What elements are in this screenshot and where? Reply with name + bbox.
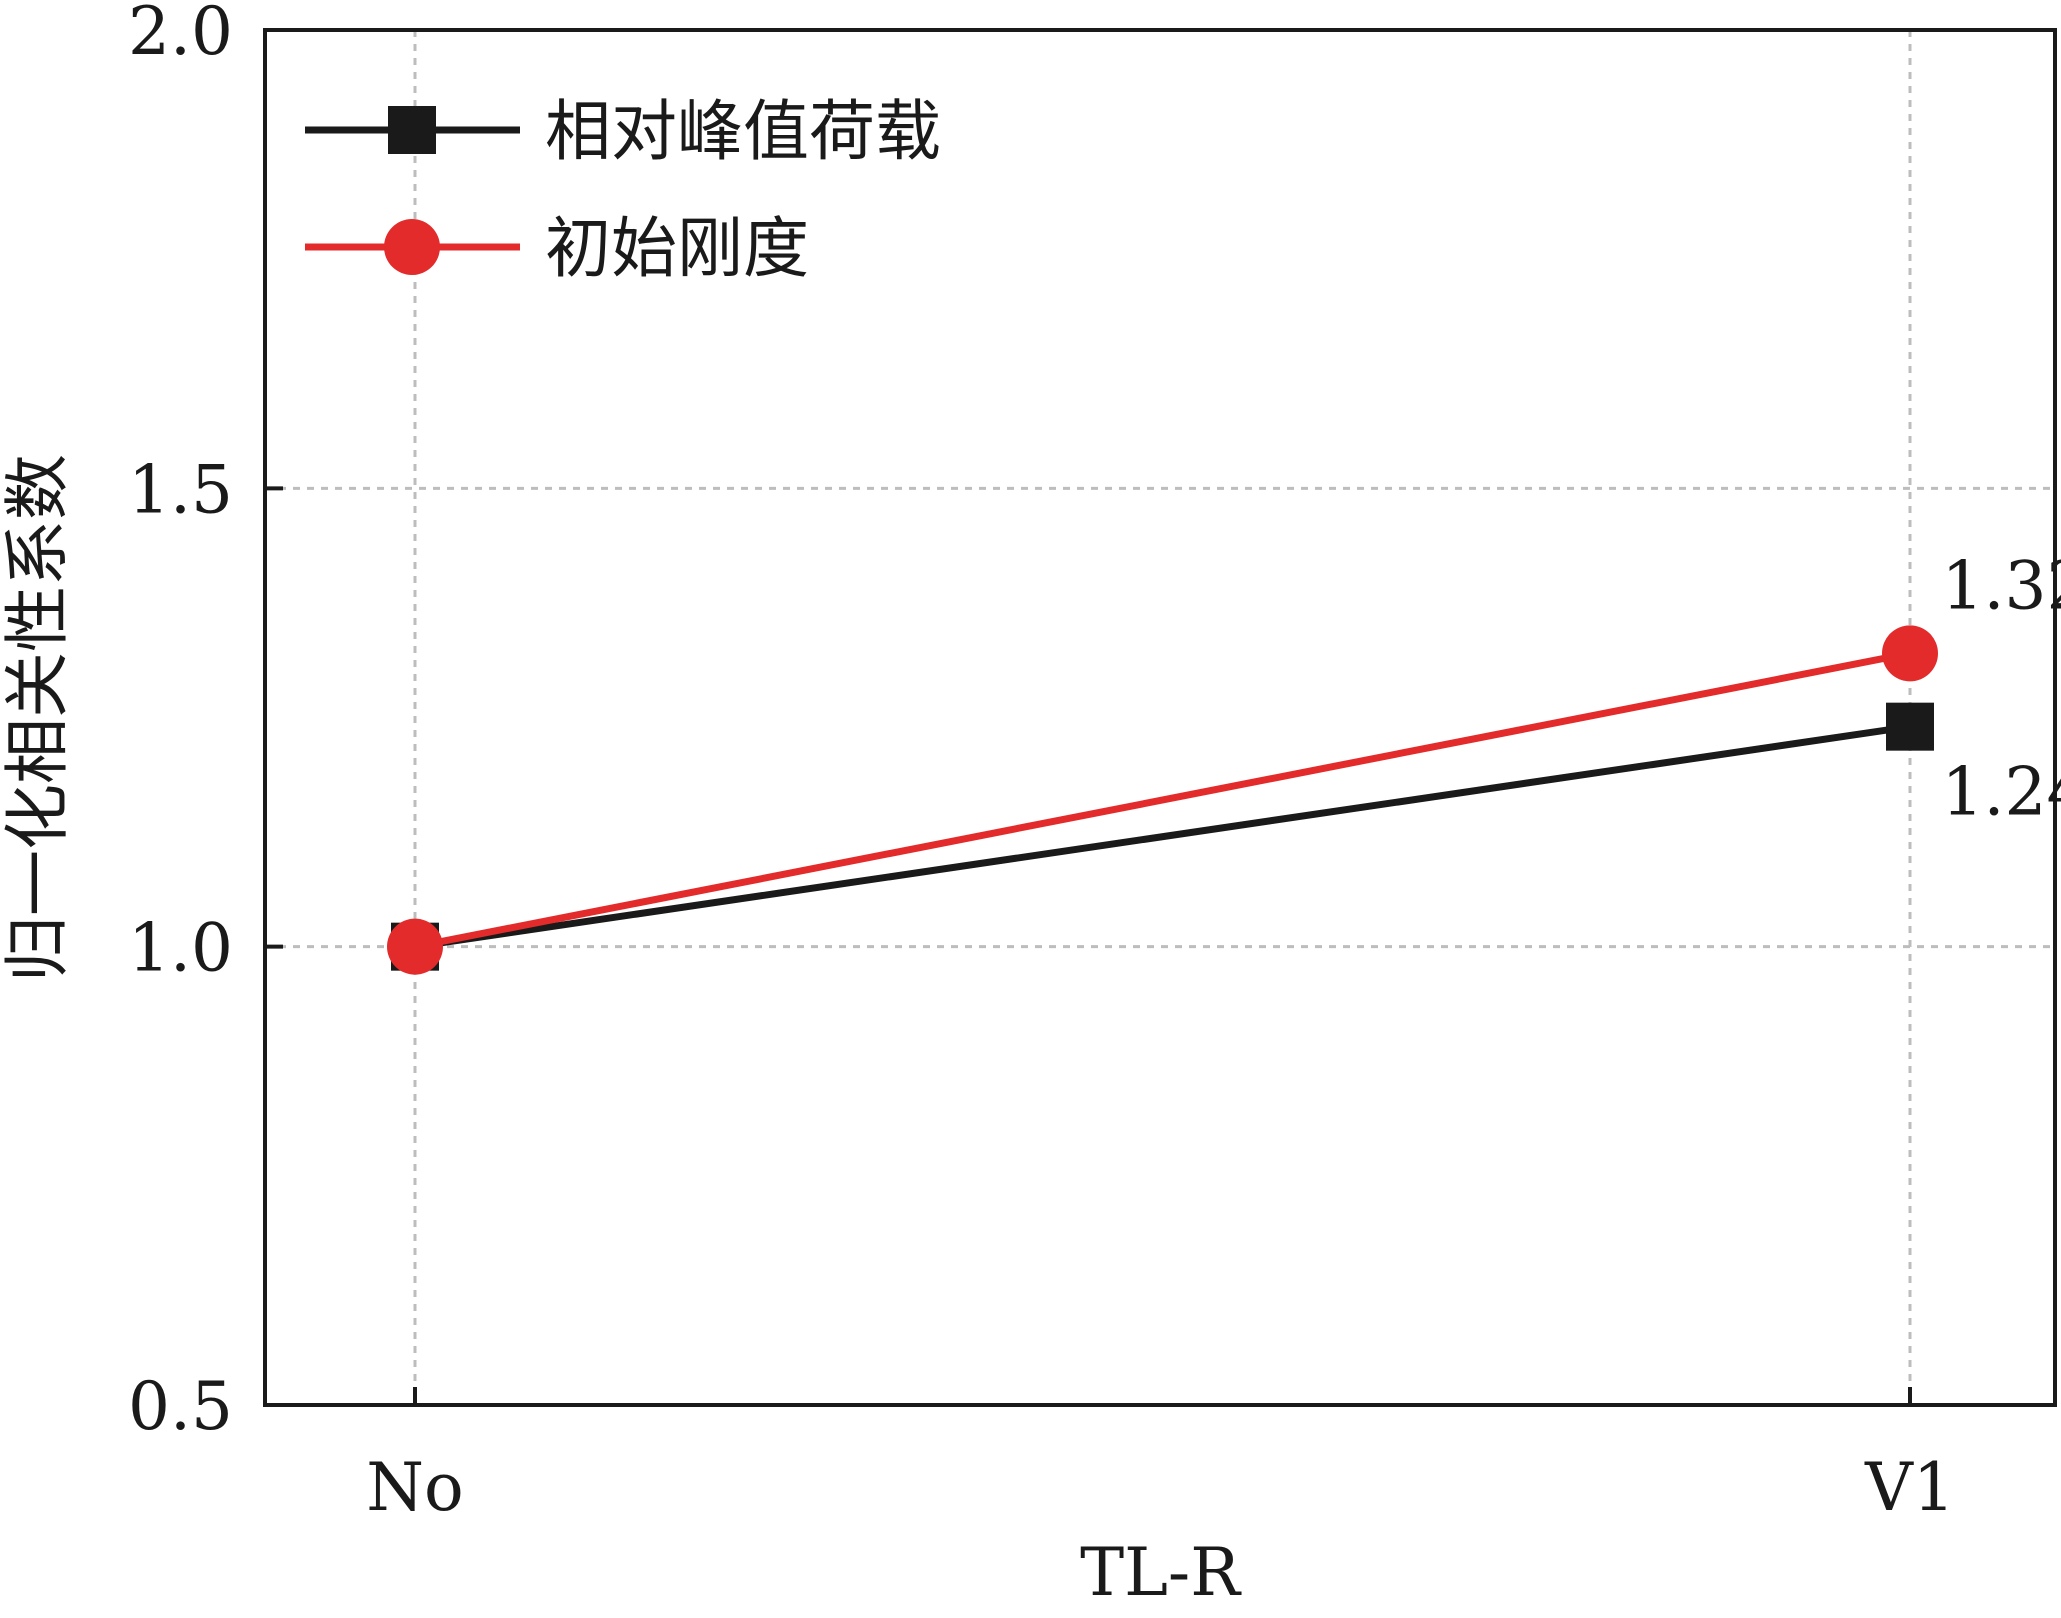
series-layer <box>387 625 1938 975</box>
x-axis-title: TL-R <box>1080 1534 1242 1611</box>
plot-frame <box>263 28 2057 1407</box>
y-tick-label-1: 1.0 <box>128 910 233 987</box>
legend-label-0: 相对峰值荷载 <box>545 93 941 170</box>
series-line-1 <box>414 649 1911 951</box>
y-axis-title: 归一化相关性系数 <box>0 454 76 982</box>
y-tick-label-3: 2.0 <box>128 0 233 70</box>
labels-layer: 1.24 1.32 <box>1942 547 2061 830</box>
y-tick-label-0: 0.5 <box>128 1368 233 1445</box>
series-line-0 <box>414 723 1911 951</box>
legend-marker-0 <box>388 106 436 154</box>
series-1-point-1 <box>1882 625 1938 682</box>
y-tick-label-2: 1.5 <box>128 451 233 528</box>
ticks-layer: 0.5 1.0 1.5 2.0 No V1 <box>128 0 1955 1526</box>
grid-layer <box>265 30 2055 1405</box>
series-0-point-1 <box>1886 702 1934 751</box>
data-label-1-1: 1.32 <box>1942 547 2061 624</box>
x-tick-label-0: No <box>366 1449 464 1526</box>
data-label-0-1: 1.24 <box>1942 754 2061 831</box>
legend-marker-1 <box>384 219 440 275</box>
x-tick-label-1: V1 <box>1864 1449 1955 1526</box>
series-1-point-0 <box>387 918 443 975</box>
legend-label-1: 初始刚度 <box>545 210 809 287</box>
